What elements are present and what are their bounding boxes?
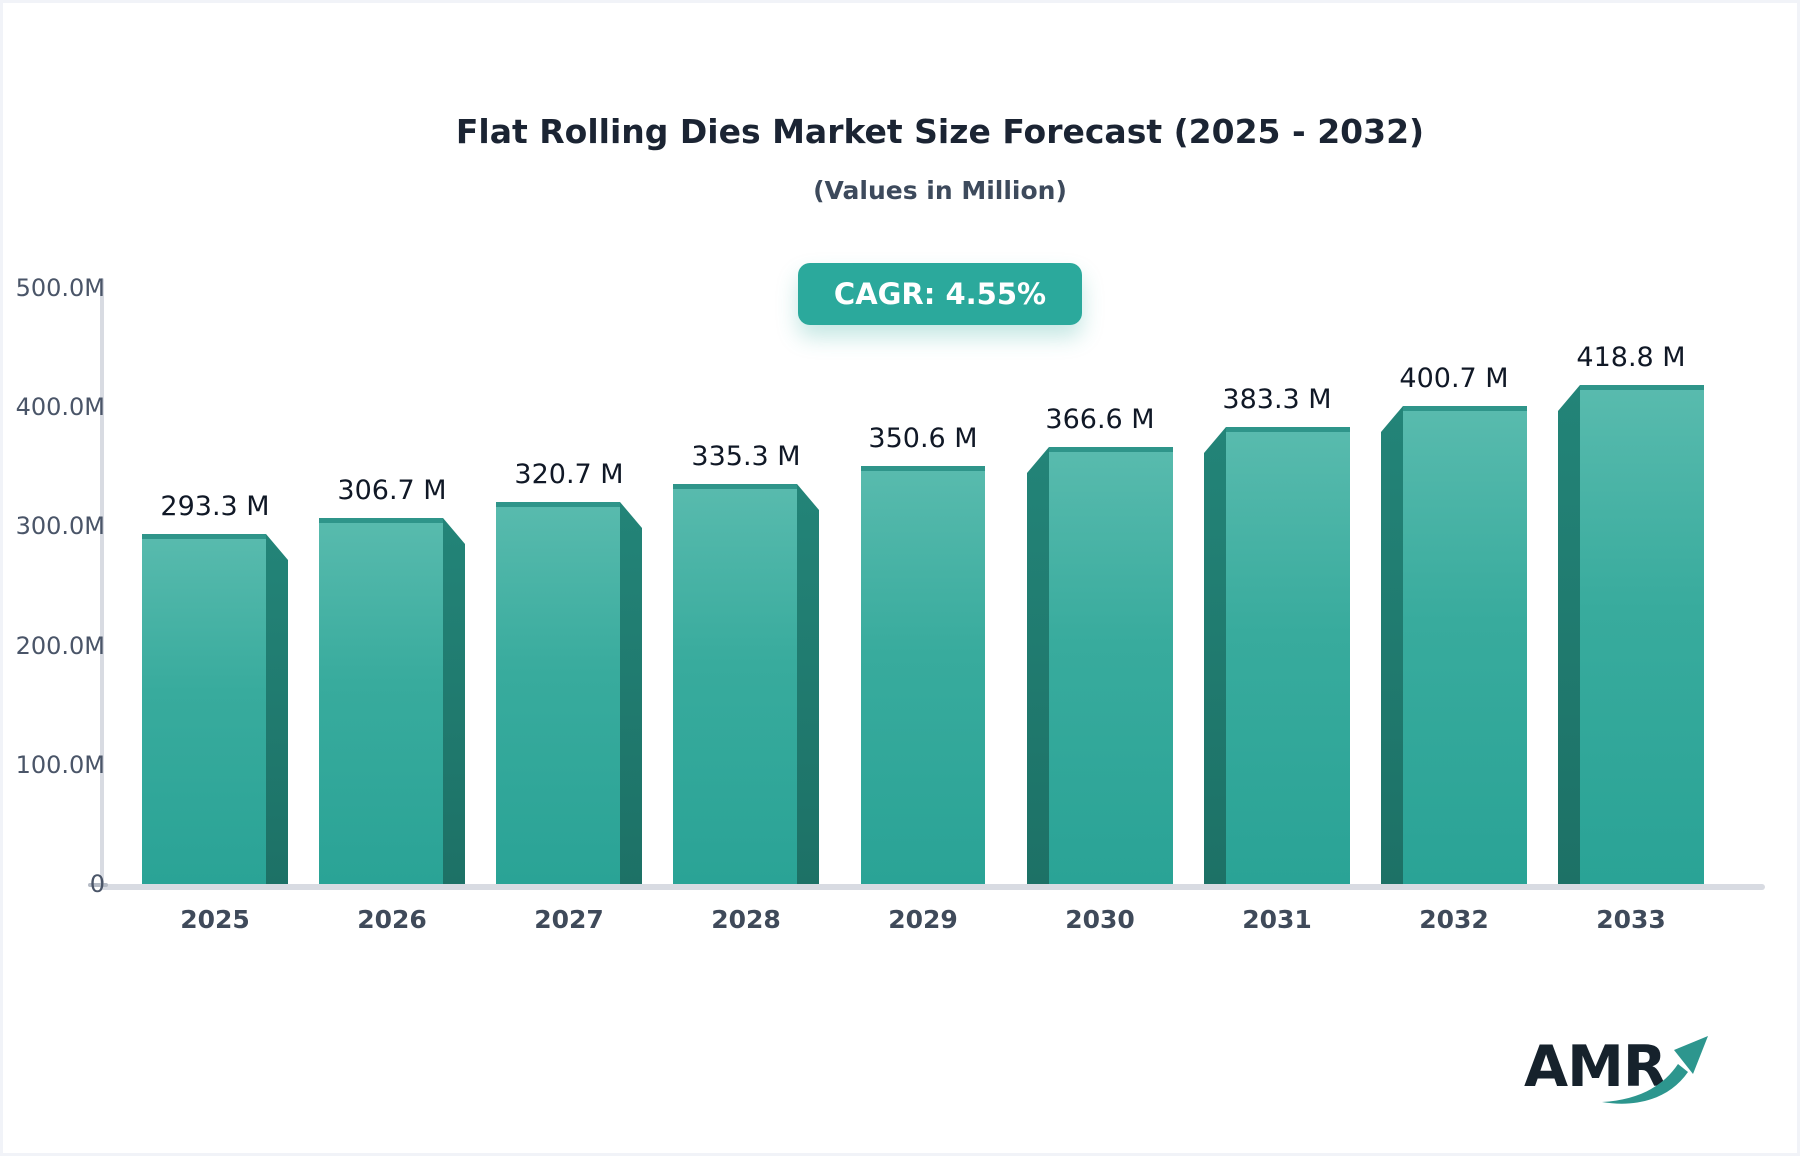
bar-value-label-2029: 350.6 M (868, 423, 978, 454)
bar-2028 (673, 484, 797, 884)
bar-2031 (1226, 427, 1350, 884)
bar-side-2030 (1027, 447, 1049, 884)
bar-2025 (142, 534, 266, 884)
x-axis-label-2032: 2032 (1419, 905, 1489, 934)
bar-top-edge (319, 518, 443, 523)
bar-top-edge (861, 466, 985, 471)
bar-value-label-2026: 306.7 M (337, 475, 447, 506)
x-axis-label-2030: 2030 (1065, 905, 1135, 934)
badge-row: CAGR: 4.55% (80, 263, 1800, 325)
x-axis-label-2028: 2028 (711, 905, 781, 934)
bar-side-2025 (266, 534, 288, 884)
bar-2030 (1049, 447, 1173, 884)
bar-2032 (1403, 406, 1527, 884)
x-axis-baseline (100, 884, 1765, 890)
y-axis-tick-label: 500.0M (15, 273, 105, 302)
bar-side-2033 (1558, 385, 1580, 884)
bar-2026 (319, 518, 443, 884)
x-axis-label-2027: 2027 (534, 905, 604, 934)
bar-side-2027 (620, 502, 642, 884)
amr-logo-arrow-icon (1602, 1036, 1708, 1104)
bar-top-edge (1403, 406, 1527, 411)
bar-2027 (496, 502, 620, 884)
bar-value-label-2028: 335.3 M (691, 441, 801, 472)
y-axis-tick-label: 200.0M (15, 631, 105, 660)
bar-value-label-2033: 418.8 M (1576, 342, 1686, 373)
bar-side-2032 (1381, 406, 1403, 884)
y-axis-tick-label: 0 (89, 870, 105, 898)
chart-subtitle: (Values in Million) (813, 176, 1067, 205)
y-axis-tick-label: 100.0M (15, 750, 105, 779)
y-axis-line (100, 278, 104, 890)
bar-side-2026 (443, 518, 465, 884)
amr-logo-text: AMR (1524, 1034, 1667, 1100)
x-axis-label-2033: 2033 (1596, 905, 1666, 934)
bar-top-edge (1226, 427, 1350, 432)
bar-top-edge (142, 534, 266, 539)
bar-value-label-2032: 400.7 M (1399, 363, 1509, 394)
bar-side-2028 (797, 484, 819, 884)
bar-top-edge (673, 484, 797, 489)
x-axis-label-2025: 2025 (180, 905, 250, 934)
zero-tick-dash (88, 883, 108, 887)
bar-2029 (861, 466, 985, 884)
y-axis-tick-label: 400.0M (15, 393, 105, 421)
bar-value-label-2030: 366.6 M (1045, 404, 1155, 435)
page-title: Flat Rolling Dies Market Size Forecast (… (455, 112, 1425, 151)
bar-value-label-2031: 383.3 M (1222, 384, 1332, 415)
amr-logo: AMR (1524, 1030, 1724, 1120)
bar-top-edge (496, 502, 620, 507)
bar-value-label-2025: 293.3 M (160, 491, 270, 522)
bar-2033 (1580, 385, 1704, 884)
x-axis-label-2026: 2026 (357, 905, 427, 934)
cagr-badge: CAGR: 4.55% (797, 263, 1083, 325)
bar-value-label-2027: 320.7 M (514, 459, 624, 490)
x-axis-label-2031: 2031 (1242, 905, 1312, 934)
y-axis-tick-label: 300.0M (15, 512, 105, 541)
x-axis-label-2029: 2029 (888, 905, 958, 934)
bar-top-edge (1049, 447, 1173, 452)
bar-top-edge (1580, 385, 1704, 390)
bar-side-2031 (1204, 427, 1226, 884)
